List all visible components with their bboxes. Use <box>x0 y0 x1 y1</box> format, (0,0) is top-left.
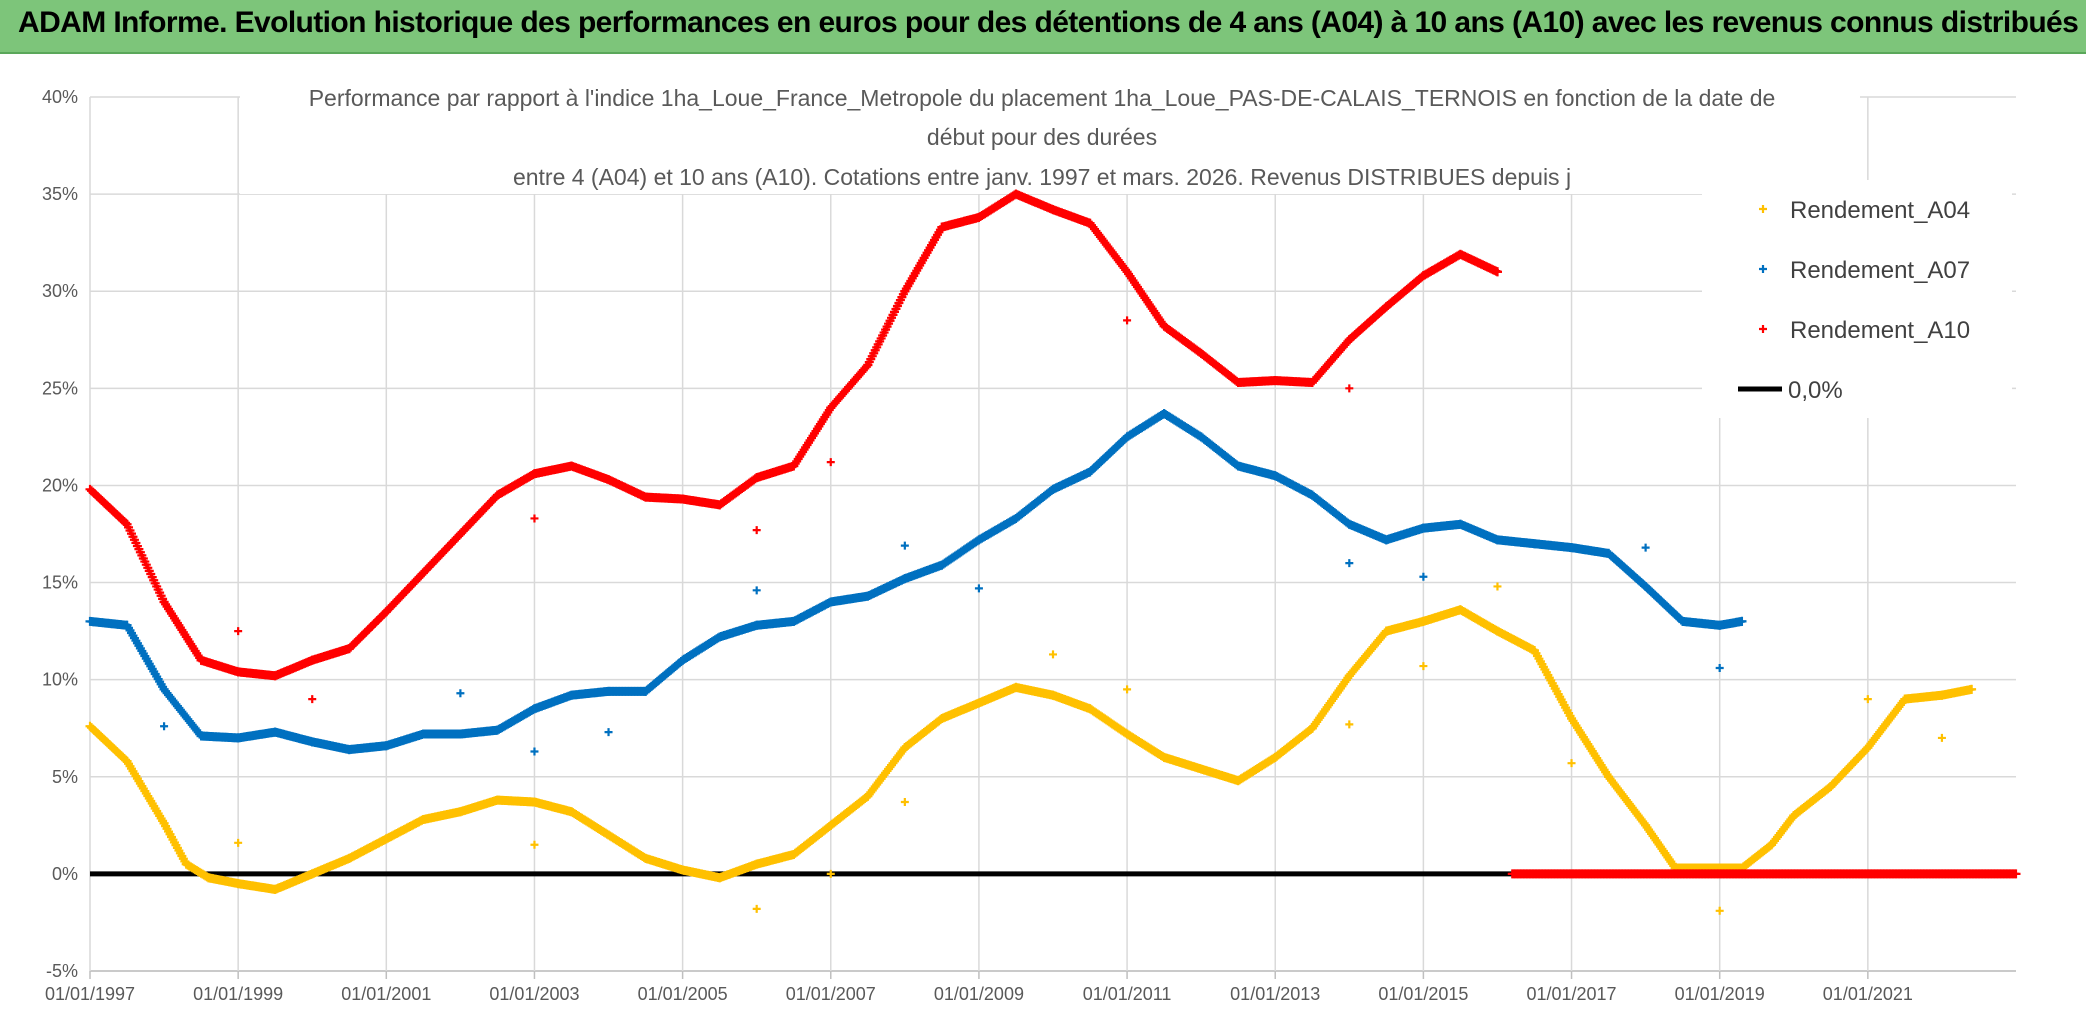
y-tick-label: 10% <box>42 670 78 690</box>
x-tick-label: 01/01/2003 <box>489 984 579 1004</box>
outlier-point <box>530 747 539 756</box>
chart-plot-area <box>85 189 2021 915</box>
outlier-point <box>974 584 983 593</box>
legend-item-rendement_a04: Rendement_A04 <box>1759 197 1970 224</box>
y-tick-label: 0% <box>52 864 78 884</box>
legend-label: Rendement_A04 <box>1790 197 1970 224</box>
series-rendement_a10 <box>85 189 2021 879</box>
outlier-point <box>1345 384 1354 393</box>
legend-item-rendement_a07: Rendement_A07 <box>1759 257 1970 284</box>
outlier-point <box>1567 759 1576 768</box>
outlier-point <box>1493 582 1502 591</box>
y-tick-label: 30% <box>42 281 78 301</box>
outlier-point <box>752 586 761 595</box>
legend-label: Rendement_A07 <box>1790 257 1970 284</box>
legend-background <box>1702 180 2012 418</box>
x-tick-label: 01/01/1999 <box>193 984 283 1004</box>
report-title: ADAM Informe. Evolution historique des p… <box>18 6 2079 39</box>
x-tick-label: 01/01/2019 <box>1675 984 1765 1004</box>
outlier-point <box>1419 572 1428 581</box>
outlier-point <box>826 458 835 467</box>
outlier-point <box>1863 695 1872 704</box>
legend-label: Rendement_A10 <box>1790 317 1970 344</box>
outlier-point <box>1123 316 1132 325</box>
zero-point <box>2011 869 2021 879</box>
y-tick-label: 40% <box>42 87 78 107</box>
legend-label: 0,0% <box>1788 377 1843 404</box>
series-rendement_a07 <box>85 409 1747 756</box>
x-tick-label: 01/01/2007 <box>786 984 876 1004</box>
legend-item-0,0%: 0,0% <box>1738 377 1843 404</box>
outlier-point <box>604 728 613 737</box>
x-tick-label: 01/01/2013 <box>1230 984 1320 1004</box>
x-axis-ticks: 01/01/1997 01/01/1999 01/01/2001 01/01/2003… <box>45 984 1913 1004</box>
x-tick-label: 01/01/2015 <box>1378 984 1468 1004</box>
outlier-point <box>456 689 465 698</box>
x-tick-label: 01/01/2011 <box>1083 984 1172 1004</box>
outlier-point <box>1641 543 1650 552</box>
outlier-point <box>530 840 539 849</box>
legend-marker <box>1759 265 1767 273</box>
y-tick-label: 5% <box>52 767 78 787</box>
outlier-point <box>752 904 761 913</box>
outlier-point <box>234 838 243 847</box>
legend-item-rendement_a10: Rendement_A10 <box>1759 317 1970 344</box>
x-tick-label: 01/01/1997 <box>45 984 135 1004</box>
outlier-point <box>752 526 761 535</box>
data-point <box>861 362 871 372</box>
y-tick-label: 25% <box>42 378 78 398</box>
outlier-point <box>308 695 317 704</box>
chart-title-line: début pour des durées <box>927 124 1157 150</box>
data-point <box>121 518 131 528</box>
chart-title-line: Performance par rapport à l'indice 1ha_L… <box>309 85 1776 111</box>
data-point <box>1967 684 1977 694</box>
y-axis-ticks: -5% 0% 5% 10% 15% 20% 25% 30% 35% 40% <box>42 87 78 981</box>
outlier-point <box>1049 650 1057 659</box>
data-point <box>1492 267 1502 277</box>
series-rendement_a04 <box>85 582 1977 915</box>
outlier-point <box>1937 733 1946 742</box>
x-tick-label: 01/01/2021 <box>1823 984 1913 1004</box>
y-tick-label: 20% <box>42 475 78 495</box>
x-tick-label: 01/01/2005 <box>638 984 728 1004</box>
y-tick-label: 15% <box>42 573 78 593</box>
legend-marker <box>1759 325 1767 333</box>
outlier-point <box>826 869 835 878</box>
outlier-point <box>900 541 909 550</box>
y-tick-label: -5% <box>46 961 78 981</box>
x-tick-label: 01/01/2001 <box>341 984 431 1004</box>
x-tick-label: 01/01/2009 <box>934 984 1024 1004</box>
report-banner: ADAM Informe. Evolution historique des p… <box>0 0 2086 54</box>
outlier-point <box>160 722 169 731</box>
x-tick-label: 01/01/2017 <box>1526 984 1616 1004</box>
outlier-point <box>1123 685 1132 694</box>
outlier-point <box>1419 662 1428 671</box>
legend-marker <box>1759 205 1767 213</box>
outlier-point <box>1715 906 1724 915</box>
chart-title: Performance par rapport à l'indice 1ha_L… <box>240 80 1860 194</box>
outlier-point <box>234 627 243 636</box>
outlier-point <box>1345 559 1354 568</box>
outlier-point <box>900 798 909 807</box>
title-background <box>240 80 1860 194</box>
outlier-point <box>1345 720 1354 729</box>
chart-title-line: entre 4 (A04) et 10 ans (A10). Cotations… <box>513 164 1571 190</box>
y-tick-label: 35% <box>42 184 78 204</box>
data-point <box>1737 616 1747 626</box>
outlier-point <box>1715 664 1724 673</box>
outlier-point <box>530 514 539 523</box>
chart-grid <box>89 96 2016 979</box>
chart-legend: Rendement_A04 Rendement_A07 Rendement_A10 0… <box>1702 180 2012 418</box>
